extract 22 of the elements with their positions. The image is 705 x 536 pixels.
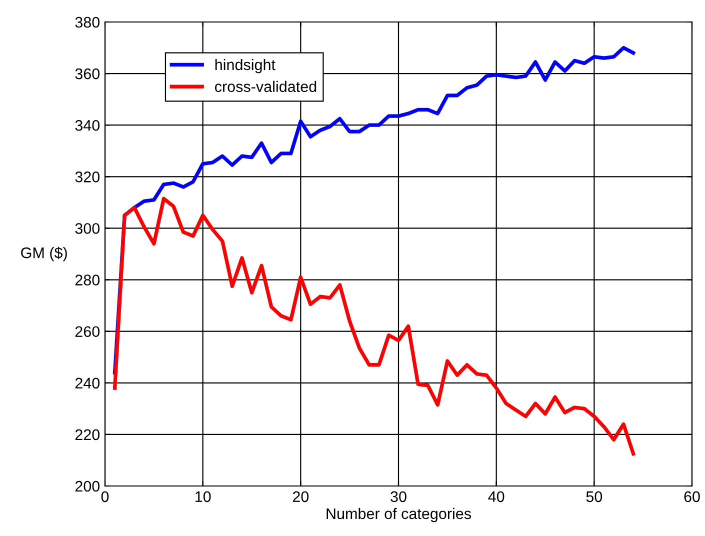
line-series [112,196,636,456]
y-tick-label: 340 [75,120,100,131]
y-tick-label: 260 [75,326,100,338]
y-tick-label: 360 [75,68,100,80]
x-tick-label: 0 [101,491,109,502]
y-tick-label: 220 [75,429,100,440]
x-tick-label: 40 [488,491,504,502]
x-axis-title: Number of categories [326,508,471,522]
legend-label: cross-validated [215,80,316,92]
y-tick-label: 320 [75,172,100,182]
x-tick-label: 10 [196,491,211,502]
legend-label: hindsight [215,58,276,74]
x-tick-label: 60 [684,491,700,502]
y-tick-label: 200 [75,480,100,492]
y-tick-label: 240 [75,378,100,389]
y-tick-label: 300 [75,223,100,234]
y-tick-label: 280 [75,274,100,286]
x-tick-label: 30 [390,491,406,502]
x-tick-label: 50 [586,491,602,502]
y-tick-label: 380 [75,16,100,28]
y-axis-title: GM ($) [21,246,67,262]
x-tick-label: 20 [292,491,309,502]
